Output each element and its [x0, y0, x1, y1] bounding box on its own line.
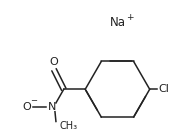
Text: N: N	[48, 102, 56, 112]
Text: Na: Na	[109, 16, 125, 29]
Text: O: O	[50, 57, 58, 67]
Text: O: O	[22, 102, 31, 112]
Text: Cl: Cl	[158, 84, 169, 94]
Text: CH₃: CH₃	[60, 121, 78, 131]
Text: −: −	[30, 96, 37, 105]
Text: +: +	[126, 12, 134, 22]
